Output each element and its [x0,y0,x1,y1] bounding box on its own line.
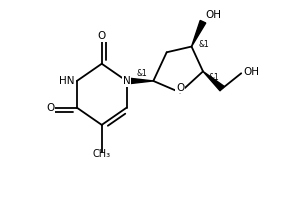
Text: HN: HN [59,76,74,86]
Text: &1: &1 [198,40,209,49]
Polygon shape [203,71,224,91]
Text: CH₃: CH₃ [93,148,111,159]
Text: &1: &1 [137,69,148,78]
Text: &1: &1 [209,73,219,82]
Text: OH: OH [243,67,259,77]
Text: O: O [176,83,184,93]
Polygon shape [192,20,206,46]
Polygon shape [126,78,153,84]
Text: O: O [46,103,54,113]
Text: OH: OH [205,10,221,20]
Text: O: O [97,31,106,41]
Text: N: N [123,76,130,86]
